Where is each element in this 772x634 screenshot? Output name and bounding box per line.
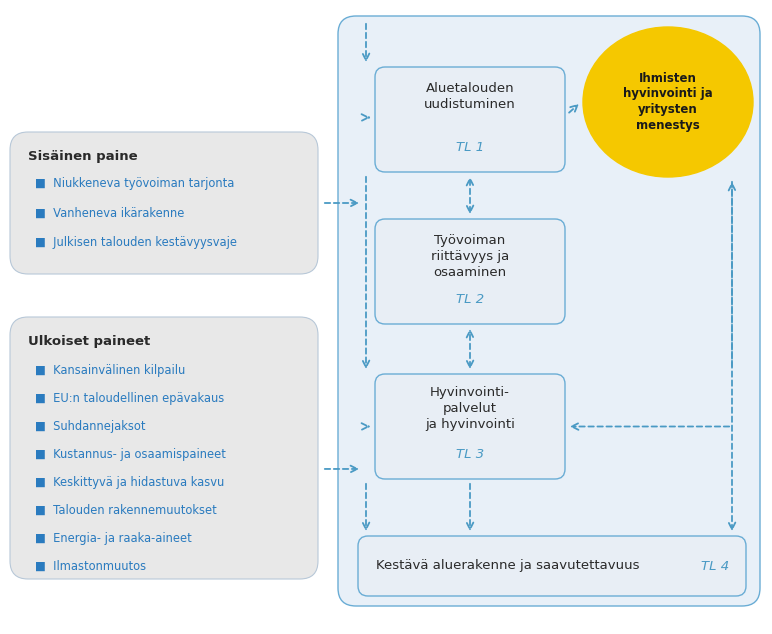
FancyBboxPatch shape — [10, 317, 318, 579]
FancyBboxPatch shape — [375, 219, 565, 324]
Text: ■  Talouden rakennemuutokset: ■ Talouden rakennemuutokset — [35, 504, 217, 517]
Text: Ihmisten
hyvinvointi ja
yritysten
menestys: Ihmisten hyvinvointi ja yritysten menest… — [623, 72, 713, 133]
FancyBboxPatch shape — [10, 132, 318, 274]
FancyBboxPatch shape — [375, 67, 565, 172]
FancyBboxPatch shape — [358, 536, 746, 596]
Text: ■  EU:n taloudellinen epävakaus: ■ EU:n taloudellinen epävakaus — [35, 392, 224, 405]
Text: ■  Keskittyvä ja hidastuva kasvu: ■ Keskittyvä ja hidastuva kasvu — [35, 476, 224, 489]
Text: ■  Kustannus- ja osaamispaineet: ■ Kustannus- ja osaamispaineet — [35, 448, 226, 461]
Text: Hyvinvointi-
palvelut
ja hyvinvointi: Hyvinvointi- palvelut ja hyvinvointi — [425, 386, 515, 431]
Text: TL 1: TL 1 — [456, 141, 484, 154]
Ellipse shape — [583, 27, 753, 177]
Text: Ulkoiset paineet: Ulkoiset paineet — [28, 335, 151, 348]
Text: ■  Vanheneva ikärakenne: ■ Vanheneva ikärakenne — [35, 207, 185, 219]
Text: Sisäinen paine: Sisäinen paine — [28, 150, 137, 163]
FancyBboxPatch shape — [375, 374, 565, 479]
Text: TL 3: TL 3 — [456, 448, 484, 461]
Text: TL 4: TL 4 — [701, 559, 729, 573]
Text: ■  Ilmastonmuutos: ■ Ilmastonmuutos — [35, 560, 146, 573]
Text: Aluetalouden
uudistuminen: Aluetalouden uudistuminen — [424, 82, 516, 111]
FancyBboxPatch shape — [338, 16, 760, 606]
Text: ■  Energia- ja raaka-aineet: ■ Energia- ja raaka-aineet — [35, 532, 191, 545]
Text: ■  Niukkeneva työvoiman tarjonta: ■ Niukkeneva työvoiman tarjonta — [35, 177, 235, 190]
Text: TL 2: TL 2 — [456, 293, 484, 306]
Text: ■  Kansainvälinen kilpailu: ■ Kansainvälinen kilpailu — [35, 364, 185, 377]
Text: Työvoiman
riittävyys ja
osaaminen: Työvoiman riittävyys ja osaaminen — [431, 234, 509, 279]
Text: Kestävä aluerakenne ja saavutettavuus: Kestävä aluerakenne ja saavutettavuus — [376, 559, 639, 573]
Text: ■  Suhdannejaksot: ■ Suhdannejaksot — [35, 420, 145, 433]
Text: ■  Julkisen talouden kestävyysvaje: ■ Julkisen talouden kestävyysvaje — [35, 236, 237, 249]
